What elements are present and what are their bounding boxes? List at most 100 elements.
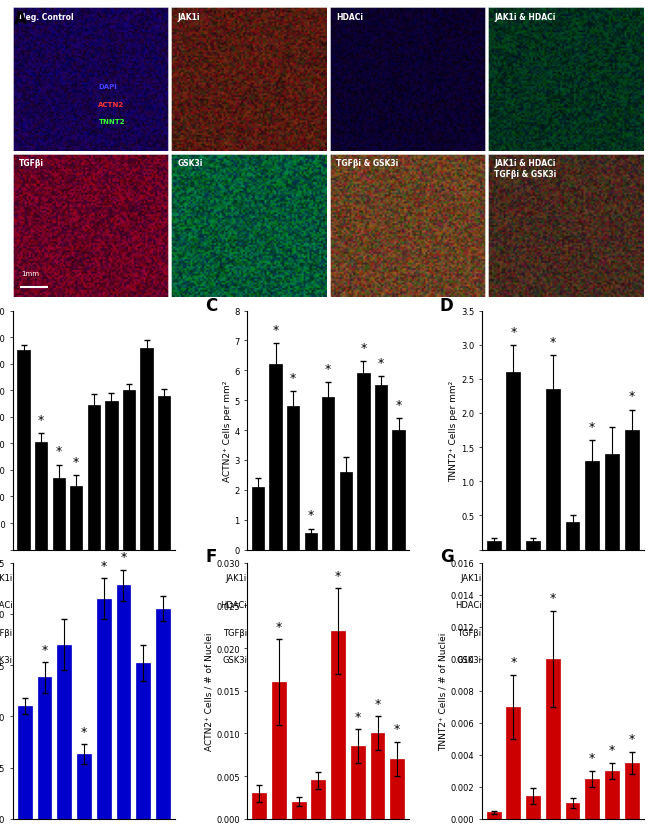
Text: X: X	[308, 600, 313, 609]
Text: *: *	[510, 325, 517, 338]
Text: A: A	[14, 10, 27, 28]
Text: X: X	[73, 600, 79, 609]
Text: X: X	[144, 628, 150, 637]
Bar	[358, 374, 370, 550]
Text: X: X	[56, 600, 62, 609]
Text: X: X	[530, 573, 536, 582]
Bar	[546, 659, 560, 819]
Text: X: X	[343, 655, 348, 664]
Bar	[156, 609, 170, 819]
Text: *: *	[101, 559, 107, 572]
Bar	[57, 645, 71, 819]
Text: *: *	[609, 743, 615, 757]
Text: *: *	[73, 456, 79, 468]
Bar	[605, 454, 619, 550]
Bar	[105, 401, 118, 550]
Bar	[375, 385, 387, 550]
Bar	[123, 391, 135, 550]
Bar	[370, 734, 384, 819]
Bar	[391, 759, 404, 819]
Y-axis label: TNNT2⁺ Cells per mm²: TNNT2⁺ Cells per mm²	[449, 380, 458, 481]
Text: *: *	[360, 342, 367, 355]
Text: *: *	[589, 421, 595, 433]
Text: X: X	[144, 655, 150, 664]
Bar	[88, 405, 100, 550]
Bar	[269, 365, 281, 550]
Bar	[586, 779, 599, 819]
Text: X: X	[609, 655, 615, 664]
Text: HDACi: HDACi	[220, 600, 247, 609]
Bar	[526, 542, 540, 550]
Text: TGFβi: TGFβi	[223, 628, 247, 637]
Bar	[586, 461, 599, 550]
Bar	[506, 707, 520, 819]
Bar	[252, 793, 266, 819]
Bar	[158, 396, 170, 550]
Text: X: X	[590, 628, 595, 637]
Text: *: *	[629, 390, 635, 403]
Text: X: X	[629, 655, 634, 664]
Text: JAK1i & HDACi: JAK1i & HDACi	[495, 12, 556, 22]
Bar	[116, 586, 130, 819]
Text: *: *	[550, 336, 556, 348]
Text: X: X	[291, 600, 296, 609]
Text: DAPI: DAPI	[98, 84, 117, 90]
Text: X: X	[326, 628, 331, 637]
Bar	[393, 431, 405, 550]
Text: *: *	[510, 656, 517, 668]
Text: *: *	[394, 723, 400, 735]
Text: *: *	[81, 724, 87, 738]
Bar	[625, 762, 638, 819]
Text: X: X	[73, 573, 79, 582]
Text: GSK3i: GSK3i	[177, 159, 203, 168]
Bar	[487, 542, 501, 550]
Bar	[272, 682, 286, 819]
Text: X: X	[126, 655, 132, 664]
Bar	[506, 373, 520, 550]
Text: X: X	[609, 573, 615, 582]
Text: C: C	[205, 297, 218, 315]
Text: X: X	[308, 573, 313, 582]
Text: X: X	[361, 628, 366, 637]
Bar	[546, 390, 560, 550]
Text: JAK1i: JAK1i	[0, 573, 12, 582]
Bar	[566, 523, 579, 550]
Bar	[487, 812, 501, 819]
Text: *: *	[374, 697, 381, 710]
Text: X: X	[378, 628, 384, 637]
Bar	[38, 677, 51, 819]
Text: TNNT2: TNNT2	[98, 118, 125, 125]
Text: Neg. Control: Neg. Control	[20, 12, 74, 22]
Text: X: X	[378, 573, 384, 582]
Bar	[136, 663, 150, 819]
Text: JAK1i: JAK1i	[177, 12, 200, 22]
Bar	[332, 631, 345, 819]
Text: X: X	[91, 628, 97, 637]
Bar	[287, 407, 299, 550]
Text: X: X	[629, 628, 634, 637]
Text: X: X	[629, 600, 634, 609]
Text: *: *	[38, 413, 44, 426]
Text: X: X	[272, 573, 278, 582]
Text: JAK1i: JAK1i	[460, 573, 482, 582]
Text: *: *	[550, 591, 556, 605]
Text: *: *	[355, 710, 361, 723]
Bar	[292, 801, 306, 819]
Text: *: *	[629, 732, 635, 745]
Text: X: X	[510, 573, 516, 582]
Text: *: *	[290, 371, 296, 385]
Bar	[140, 348, 153, 550]
Text: GSK3i: GSK3i	[222, 655, 247, 664]
Bar	[77, 754, 91, 819]
Text: X: X	[378, 600, 384, 609]
Bar	[97, 599, 110, 819]
Text: *: *	[272, 324, 279, 337]
Text: G: G	[440, 547, 454, 566]
Bar	[311, 781, 325, 819]
Bar	[625, 431, 638, 550]
Text: *: *	[589, 752, 595, 764]
Text: X: X	[378, 655, 384, 664]
Bar	[35, 442, 47, 550]
Text: F: F	[205, 547, 216, 566]
Text: TGFβi: TGFβi	[20, 159, 44, 168]
